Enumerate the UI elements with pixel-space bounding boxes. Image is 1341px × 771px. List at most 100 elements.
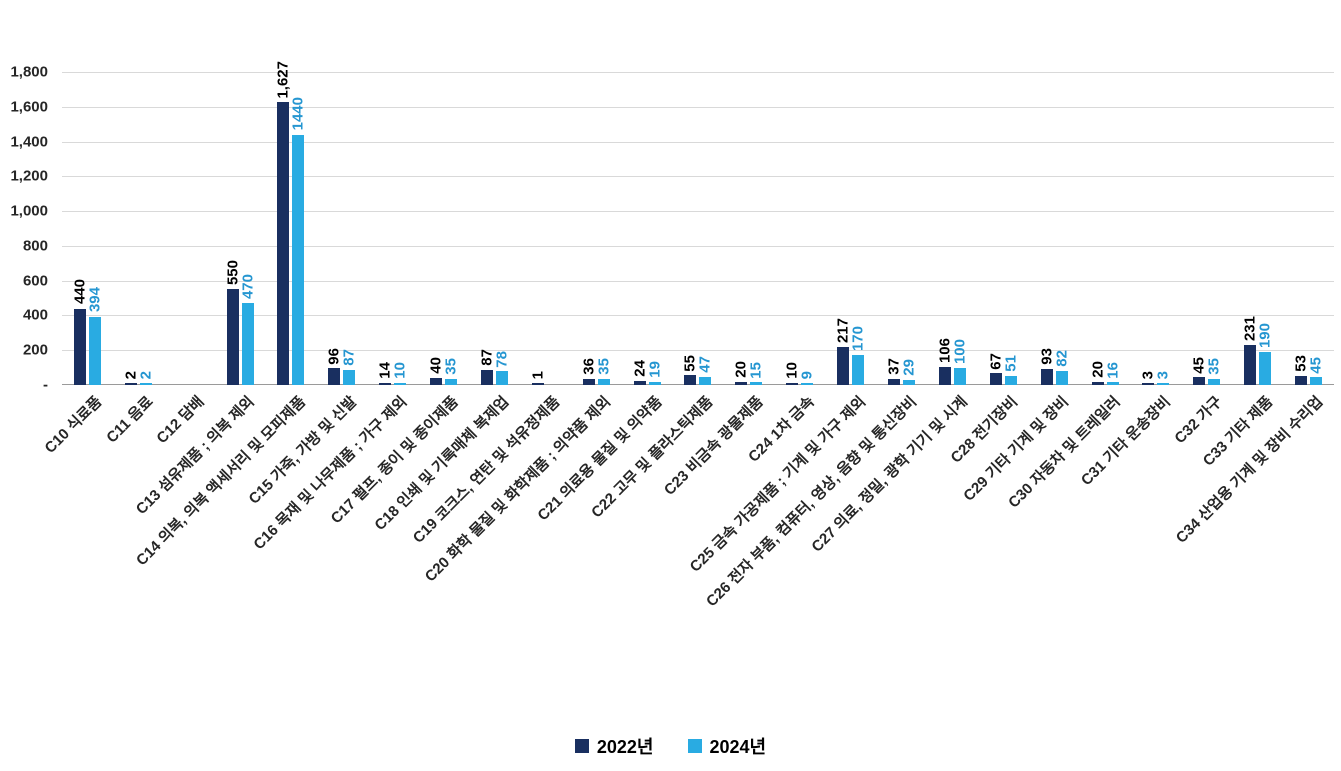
bar-value-label: 550	[224, 260, 242, 286]
y-tick-label: 1,800	[10, 63, 48, 81]
bar-value-label: 2	[137, 370, 155, 379]
category-label: C11 음료	[103, 393, 157, 447]
bar-2022년: 217	[835, 318, 852, 385]
bar-value-label: 106	[936, 337, 954, 363]
gridline	[62, 106, 1334, 108]
bar-2022년: 53	[1293, 355, 1310, 385]
bar-group: 53 45	[1283, 72, 1334, 385]
bar-2022년: 440	[71, 279, 88, 385]
gridline	[62, 72, 1334, 73]
bar-2022년: 1	[529, 371, 546, 385]
legend-label: 2024년	[709, 737, 767, 757]
bar-2024년: 35	[595, 358, 612, 385]
bar-2024년: 2	[137, 371, 154, 385]
bar-2024년: 51	[1002, 355, 1019, 385]
bar-group: 550 470	[215, 72, 266, 385]
bar-value-label: 82	[1053, 350, 1071, 367]
bar-group: 93 82	[1029, 72, 1080, 385]
bar-group	[164, 72, 215, 385]
y-tick-label: 600	[22, 272, 48, 290]
bar-value-label: 470	[239, 274, 257, 300]
category-label: C10 식료품	[41, 393, 106, 457]
bar-group: 231 190	[1232, 72, 1283, 385]
bar-2024년: 78	[493, 351, 510, 385]
bar-value-label: 3	[1154, 370, 1172, 379]
bar-2022년: 36	[580, 358, 597, 385]
bar-2022년: 40	[428, 357, 445, 385]
gridline	[62, 245, 1334, 247]
bar-group: 1,627 1440	[266, 61, 317, 385]
legend-item: 2024년	[687, 733, 767, 759]
bar-group: 14 10	[367, 72, 418, 385]
bar-group: 55 47	[673, 72, 724, 385]
bar-2024년: 170	[850, 326, 867, 385]
bar-2024년: 45	[1308, 357, 1325, 385]
plot-area: 440 394 2 2 550 470 1,627 1440 96 87 14 10 40 35 87 78 1…	[62, 61, 1334, 385]
bar-value-label: 20	[1089, 360, 1107, 378]
bar-value-label: 19	[646, 361, 664, 378]
bar-2022년: 14	[377, 362, 394, 385]
bar-value-label: 67	[987, 352, 1005, 370]
gridline	[62, 350, 1334, 352]
bar-2024년: 82	[1053, 350, 1070, 385]
bar-group: 96 87	[316, 72, 367, 385]
y-tick-label: 1,400	[10, 133, 48, 151]
bar-value-label: 1	[529, 370, 547, 379]
bar-value-label: 24	[631, 360, 649, 377]
bar-value-label: 35	[595, 358, 613, 375]
x-axis-labels: C10 식료품 C11 음료 C12 담배 C13 섬유제품 ; 의복 제외 C14 의…	[42, 391, 1334, 651]
y-tick-label: 800	[22, 237, 48, 255]
bar-value-label: 16	[1104, 361, 1122, 379]
bar-2022년: 87	[478, 349, 495, 385]
bar-2022년: 96	[326, 348, 343, 385]
gridline	[62, 141, 1334, 143]
bar-value-label: 231	[1241, 315, 1259, 341]
y-tick-label: -	[43, 376, 48, 394]
bar-group: 24 19	[622, 72, 673, 385]
bar-2022년: 3	[1140, 371, 1157, 385]
bar-value-label: 394	[86, 287, 104, 313]
bar-2024년: 3	[1155, 371, 1172, 385]
bar-group: 87 78	[469, 72, 520, 385]
bar-2022년: 24	[631, 360, 648, 385]
category-label: C31 기타 운송장비	[1078, 393, 1175, 490]
bar-2022년: 106	[936, 338, 953, 385]
bar-value-label: 190	[1256, 322, 1274, 348]
bar-2024년: 9	[799, 371, 816, 385]
bar-2024년: 47	[697, 356, 714, 385]
bar-value-label: 9	[798, 370, 816, 379]
bar-value-label: 1,627	[274, 60, 292, 99]
legend-swatch-icon	[687, 739, 702, 753]
bar-value-label: 40	[427, 357, 445, 375]
legend-item: 2022년	[574, 733, 654, 759]
bar-group: 20 15	[723, 72, 774, 385]
bar-2022년: 10	[784, 362, 801, 385]
bar-2024년: 35	[443, 358, 460, 385]
bar-group: 36 35	[571, 72, 622, 385]
y-tick-label: 1,200	[10, 167, 48, 185]
legend-label: 2022년	[596, 737, 654, 757]
bar-2024년: 15	[748, 362, 765, 385]
bar-group: 217 170	[825, 72, 876, 385]
bar-2022년: 2	[122, 371, 139, 385]
bar-group: 10 9	[774, 72, 825, 385]
bar-value-label: 51	[1002, 355, 1020, 373]
bar-2024년: 19	[646, 361, 663, 385]
bar-2024년: 87	[341, 349, 358, 385]
bar-group: 67 51	[978, 72, 1029, 385]
bar-value-label: 100	[951, 338, 969, 364]
gridline	[62, 280, 1334, 282]
category-label: C20 화학 물질 및 화학제품 ; 의약품 제외	[422, 393, 615, 586]
bar-value-label: 53	[1292, 355, 1310, 372]
bar-group: 1	[520, 72, 571, 385]
y-tick-label: 400	[22, 306, 48, 324]
bar-value-label: 170	[849, 326, 867, 352]
legend-swatch-icon	[574, 739, 589, 753]
bar-2022년: 67	[987, 353, 1004, 385]
bar-value-label: 36	[580, 358, 598, 375]
bar-group: 106 100	[927, 72, 978, 385]
bar-2022년: 37	[886, 358, 903, 385]
bar-value-label: 14	[376, 361, 394, 379]
